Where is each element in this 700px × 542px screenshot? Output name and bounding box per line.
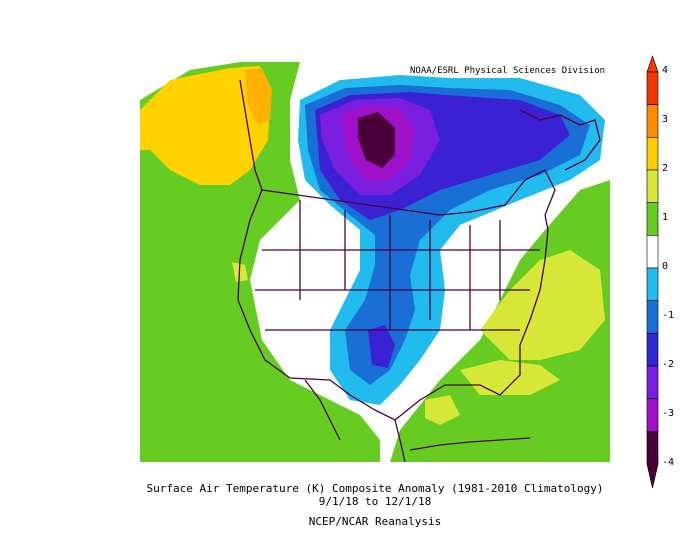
field-yellow-nw bbox=[140, 66, 270, 185]
field-lime-east bbox=[480, 250, 605, 360]
colorbar-cell bbox=[646, 104, 659, 138]
colorbar-cell bbox=[646, 137, 659, 171]
field-indigo-tx bbox=[368, 325, 395, 368]
colorbar-tick-label: -3 bbox=[662, 408, 675, 419]
colorbar-tick-label: 1 bbox=[662, 212, 669, 223]
field-lime-gulf bbox=[460, 360, 560, 395]
caption-title: Surface Air Temperature (K) Composite An… bbox=[146, 482, 604, 495]
caption-source: NCEP/NCAR Reanalysis bbox=[308, 515, 442, 528]
colorbar-cell bbox=[646, 169, 659, 203]
colorbar-tick-label: -1 bbox=[662, 310, 675, 321]
colorbar-cell bbox=[646, 333, 659, 367]
colorbar-tick-label: 4 bbox=[662, 65, 669, 76]
colorbar-tick-label: 3 bbox=[662, 114, 669, 125]
colorbar-cell bbox=[646, 431, 659, 465]
caption-dates: 9/1/18 to 12/1/18 bbox=[318, 495, 432, 508]
colorbar-tick-label: -2 bbox=[662, 359, 675, 370]
colorbar-cell bbox=[646, 300, 659, 334]
colorbar bbox=[646, 55, 659, 489]
colorbar-cell bbox=[646, 71, 659, 105]
field-dark bbox=[358, 112, 395, 168]
field-lime-south bbox=[425, 395, 460, 425]
colorbar-tick-label: 2 bbox=[662, 163, 669, 174]
map-field bbox=[140, 62, 610, 462]
colorbar-cell bbox=[646, 202, 659, 236]
colorbar-tick-label: 0 bbox=[662, 261, 669, 272]
colorbar-cell bbox=[646, 365, 659, 399]
colorbar-cell bbox=[646, 235, 659, 269]
map-borders bbox=[237, 79, 601, 462]
colorbar-cell bbox=[646, 398, 659, 432]
colorbar-tick-label: -4 bbox=[662, 457, 675, 468]
colorbar-top-arrow bbox=[646, 55, 659, 73]
field-orange-nw bbox=[245, 68, 272, 125]
credit-text: NOAA/ESRL Physical Sciences Division bbox=[410, 66, 606, 76]
colorbar-bottom-arrow bbox=[646, 463, 659, 489]
colorbar-cell bbox=[646, 267, 659, 301]
